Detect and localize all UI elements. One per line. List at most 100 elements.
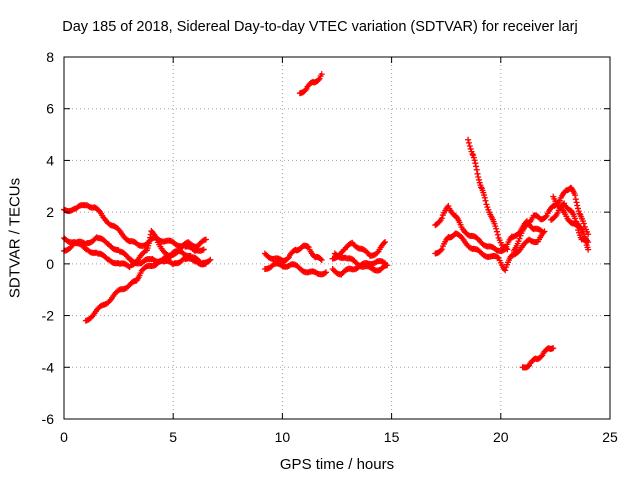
- data-point: [475, 176, 482, 183]
- series-track-q: [519, 345, 557, 371]
- x-tick-label: 0: [60, 429, 68, 445]
- axis-ticks: 0 5 10 15 20 25 -6 -4 -2 0 2 4 6 8: [42, 49, 618, 445]
- data-point: [202, 236, 209, 243]
- y-tick-label: -6: [42, 411, 55, 427]
- data-point: [585, 246, 592, 253]
- data-point: [516, 235, 523, 242]
- data-point: [474, 170, 481, 177]
- data-point: [538, 353, 545, 360]
- data-point: [543, 212, 550, 219]
- data-point: [305, 244, 312, 251]
- series-track-g: [296, 71, 325, 97]
- x-tick-label: 15: [384, 429, 400, 445]
- data-point: [574, 205, 581, 212]
- series-track-j: [331, 250, 391, 274]
- data-point: [315, 76, 322, 83]
- data-point: [572, 192, 579, 199]
- data-point: [582, 238, 589, 245]
- x-tick-label: 25: [602, 429, 618, 445]
- y-tick-label: -2: [42, 308, 55, 324]
- data-point: [471, 157, 478, 164]
- data-points: [61, 71, 592, 371]
- x-tick-label: 10: [275, 429, 291, 445]
- y-tick-label: 6: [46, 101, 54, 117]
- data-point: [494, 254, 501, 261]
- data-point: [494, 231, 501, 238]
- data-point: [581, 237, 588, 244]
- data-point: [575, 227, 582, 234]
- data-point: [317, 255, 324, 262]
- y-tick-label: 8: [46, 49, 54, 65]
- x-tick-label: 5: [169, 429, 177, 445]
- data-point: [466, 143, 473, 150]
- data-point: [438, 215, 445, 222]
- data-point: [502, 267, 509, 274]
- data-point: [200, 246, 207, 253]
- data-point: [541, 228, 548, 235]
- data-point: [318, 257, 325, 264]
- data-point: [573, 199, 580, 206]
- data-point: [481, 194, 488, 201]
- data-point: [580, 230, 587, 237]
- data-point: [316, 75, 323, 82]
- data-point: [481, 192, 488, 199]
- data-point: [465, 139, 472, 146]
- data-point: [470, 154, 477, 161]
- data-point: [574, 223, 581, 230]
- data-point: [483, 201, 490, 208]
- data-point: [482, 197, 489, 204]
- data-point: [207, 256, 214, 263]
- data-point: [574, 202, 581, 209]
- series-track-e: [261, 242, 325, 264]
- data-point: [503, 245, 510, 252]
- data-point: [382, 239, 389, 246]
- data-point: [380, 239, 387, 246]
- data-point: [493, 228, 500, 235]
- series-track-i: [329, 258, 389, 278]
- x-axis-label: GPS time / hours: [279, 456, 395, 473]
- data-point: [384, 262, 391, 269]
- data-point: [504, 246, 511, 253]
- y-tick-label: -4: [42, 359, 55, 375]
- data-point: [473, 166, 480, 173]
- series-track-l: [432, 228, 548, 274]
- data-point: [467, 145, 474, 152]
- data-point: [445, 202, 452, 209]
- data-point: [473, 163, 480, 170]
- data-point: [580, 220, 587, 227]
- data-point: [465, 136, 472, 143]
- data-point: [550, 345, 557, 352]
- plot-frame: [63, 56, 611, 420]
- data-point: [100, 214, 107, 221]
- data-point: [206, 257, 213, 264]
- data-point: [542, 214, 549, 221]
- data-point: [554, 210, 561, 217]
- data-point: [438, 246, 445, 253]
- series-track-m: [465, 136, 511, 253]
- y-axis-label: SDTVAR / TECUs: [6, 177, 24, 299]
- data-point: [540, 229, 547, 236]
- data-point: [284, 255, 291, 262]
- y-tick-label: 4: [46, 152, 54, 168]
- data-point: [304, 243, 311, 250]
- series-track-f: [261, 260, 330, 278]
- series-track-d: [82, 236, 209, 324]
- series-track-p: [550, 193, 592, 253]
- data-point: [302, 87, 309, 94]
- x-tick-label: 20: [493, 429, 509, 445]
- data-point: [321, 270, 328, 277]
- chart-title: Day 185 of 2018, Sidereal Day-to-day VTE…: [62, 19, 578, 35]
- y-tick-label: 0: [46, 256, 54, 272]
- series-track-n: [510, 184, 592, 254]
- data-point: [572, 196, 579, 203]
- data-point: [437, 247, 444, 254]
- data-point: [202, 260, 209, 267]
- series-track-c: [61, 234, 209, 268]
- data-point: [469, 151, 476, 158]
- data-point: [374, 249, 381, 256]
- data-point: [573, 221, 580, 228]
- data-point: [478, 184, 485, 191]
- data-point: [199, 247, 206, 254]
- data-point: [318, 71, 325, 78]
